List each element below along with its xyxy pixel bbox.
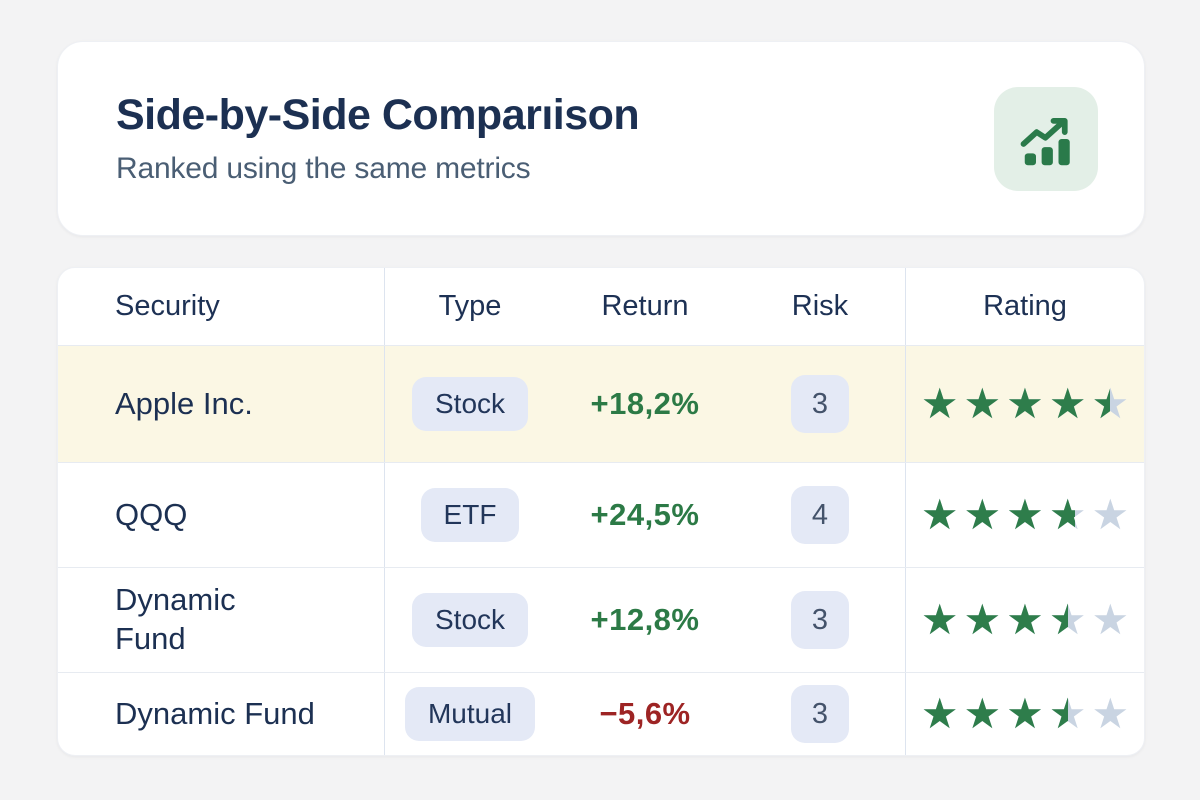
table-row[interactable]: Dynamic Fund Mutual −5,6% 3 ★★★★★★★★★★ — [58, 673, 1144, 755]
star-icon: ★★ — [1091, 490, 1130, 539]
star-icon: ★★ — [1006, 595, 1044, 644]
table-row[interactable]: Dynamic Fund Stock +12,8% 3 ★★★★★★★★★★ — [58, 568, 1144, 673]
star-icon: ★★ — [1006, 490, 1044, 539]
star-icon: ★★ — [920, 595, 959, 644]
risk-badge: 3 — [791, 375, 849, 433]
risk-badge: 3 — [791, 685, 849, 743]
star-icon: ★★ — [920, 379, 959, 428]
star-icon: ★★ — [920, 490, 959, 539]
star-icon: ★★ — [1006, 689, 1044, 738]
star-icon: ★★ — [1048, 490, 1087, 539]
page-title: Side-by-Side Comparıison — [116, 90, 640, 139]
column-header-risk: Risk — [791, 290, 849, 322]
bar-chart-trending-up-glyph — [1020, 117, 1070, 165]
star-icon: ★★ — [1091, 379, 1130, 428]
table-header-row: Security Type Return Risk Rating — [58, 268, 1144, 346]
star-icon: ★★ — [963, 379, 1002, 428]
security-name: Dynamic Fund — [115, 582, 236, 656]
security-name: Dynamic Fund — [115, 695, 315, 731]
star-icon: ★★ — [963, 689, 1002, 738]
bar-chart-trending-up-icon — [994, 86, 1098, 191]
column-header-security: Security — [58, 268, 385, 345]
star-icon: ★★ — [963, 490, 1002, 539]
star-rating: ★★★★★★★★★★ — [921, 693, 1129, 735]
return-value: +24,5% — [590, 497, 700, 532]
risk-badge: 4 — [791, 486, 849, 544]
star-icon: ★★ — [1048, 595, 1087, 644]
security-name: Apple Inc. — [115, 385, 253, 421]
type-badge: ETF — [420, 488, 520, 542]
security-name: QQQ — [115, 496, 188, 532]
star-icon: ★★ — [1091, 595, 1130, 644]
star-icon: ★★ — [920, 689, 959, 738]
star-rating: ★★★★★★★★★★ — [921, 599, 1129, 641]
star-icon: ★★ — [1006, 379, 1044, 428]
return-value: +18,2% — [590, 386, 700, 421]
table-row[interactable]: QQQ ETF +24,5% 4 ★★★★★★★★★★ — [58, 463, 1144, 568]
column-header-type: Type — [438, 290, 502, 322]
star-rating: ★★★★★★★★★★ — [921, 494, 1129, 536]
comparison-header-card: Side-by-Side Comparıison Ranked using th… — [57, 41, 1145, 236]
star-icon: ★★ — [1091, 689, 1130, 738]
return-value: −5,6% — [599, 696, 691, 731]
star-rating: ★★★★★★★★★★ — [921, 383, 1129, 425]
comparison-table: Security Type Return Risk Rating Apple I… — [57, 267, 1145, 756]
type-badge: Stock — [411, 377, 529, 431]
risk-badge: 3 — [791, 591, 849, 649]
star-icon: ★★ — [1048, 689, 1087, 738]
star-icon: ★★ — [1048, 379, 1087, 428]
table-row[interactable]: Apple Inc. Stock +18,2% 3 ★★★★★★★★★★ — [58, 346, 1144, 463]
page-subtitle: Ranked using the same metrics — [116, 152, 531, 186]
type-badge: Stock — [411, 593, 529, 647]
column-header-return: Return — [601, 290, 689, 322]
column-header-rating: Rating — [905, 268, 1144, 345]
header-text-block: Side-by-Side Comparıison Ranked using th… — [116, 90, 640, 186]
return-value: +12,8% — [590, 602, 700, 637]
star-icon: ★★ — [963, 595, 1002, 644]
type-badge: Mutual — [404, 687, 536, 741]
